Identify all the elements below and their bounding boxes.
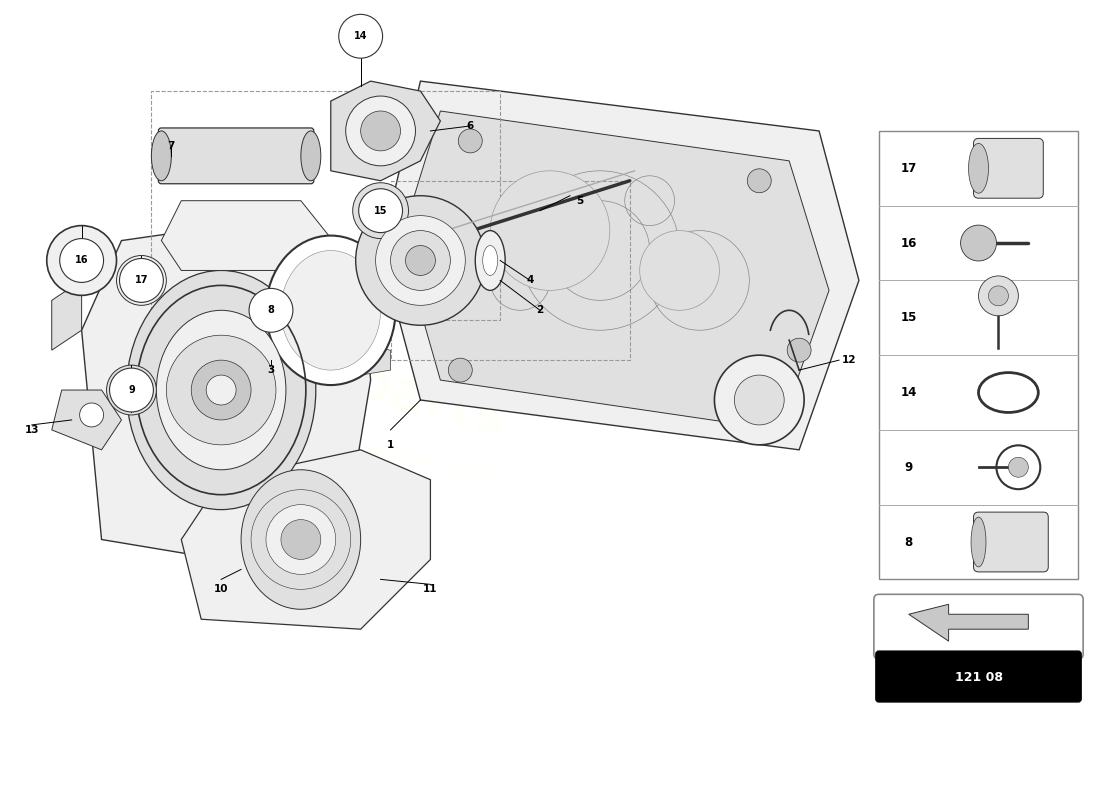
Text: 16: 16 bbox=[901, 237, 917, 250]
FancyBboxPatch shape bbox=[974, 138, 1043, 198]
Circle shape bbox=[59, 238, 103, 282]
Polygon shape bbox=[52, 390, 121, 450]
Circle shape bbox=[491, 170, 609, 290]
Ellipse shape bbox=[483, 246, 497, 275]
FancyBboxPatch shape bbox=[876, 651, 1081, 702]
Circle shape bbox=[406, 246, 436, 275]
Circle shape bbox=[353, 182, 408, 238]
Circle shape bbox=[788, 338, 811, 362]
Text: 15: 15 bbox=[374, 206, 387, 216]
Text: 17: 17 bbox=[134, 275, 148, 286]
Circle shape bbox=[355, 196, 485, 326]
Polygon shape bbox=[81, 221, 371, 570]
Circle shape bbox=[390, 230, 450, 290]
Ellipse shape bbox=[266, 235, 396, 385]
Ellipse shape bbox=[475, 230, 505, 290]
Text: 14: 14 bbox=[901, 386, 917, 399]
Text: 6: 6 bbox=[466, 121, 474, 131]
Ellipse shape bbox=[968, 143, 989, 194]
Polygon shape bbox=[400, 111, 829, 430]
Polygon shape bbox=[182, 450, 430, 630]
Text: 12: 12 bbox=[842, 355, 856, 365]
Ellipse shape bbox=[280, 250, 381, 370]
Polygon shape bbox=[381, 201, 420, 270]
Circle shape bbox=[120, 258, 163, 302]
Circle shape bbox=[359, 189, 403, 233]
Circle shape bbox=[375, 216, 465, 306]
Circle shape bbox=[714, 355, 804, 445]
Text: 9: 9 bbox=[904, 461, 913, 474]
Text: 16: 16 bbox=[75, 255, 88, 266]
Text: 1: 1 bbox=[387, 440, 394, 450]
Text: 8: 8 bbox=[904, 535, 913, 549]
Circle shape bbox=[345, 96, 416, 166]
Text: eurosparts: eurosparts bbox=[188, 314, 514, 447]
Circle shape bbox=[117, 255, 166, 306]
Ellipse shape bbox=[156, 310, 286, 470]
Text: 13: 13 bbox=[24, 425, 40, 435]
Polygon shape bbox=[361, 345, 390, 375]
Circle shape bbox=[266, 505, 336, 574]
Text: 3: 3 bbox=[267, 365, 275, 375]
FancyBboxPatch shape bbox=[873, 594, 1084, 659]
Circle shape bbox=[191, 360, 251, 420]
FancyBboxPatch shape bbox=[974, 512, 1048, 572]
Polygon shape bbox=[162, 201, 341, 270]
Circle shape bbox=[449, 358, 472, 382]
Ellipse shape bbox=[301, 131, 321, 181]
Polygon shape bbox=[909, 604, 1028, 641]
Polygon shape bbox=[331, 81, 440, 181]
Polygon shape bbox=[52, 281, 81, 350]
Circle shape bbox=[1009, 458, 1028, 478]
Polygon shape bbox=[361, 295, 390, 326]
Circle shape bbox=[361, 111, 400, 151]
Circle shape bbox=[989, 286, 1009, 306]
Circle shape bbox=[979, 276, 1019, 316]
Text: 11: 11 bbox=[424, 584, 438, 594]
Text: a passion for parts since 1985: a passion for parts since 1985 bbox=[257, 409, 504, 491]
Circle shape bbox=[206, 375, 236, 405]
Circle shape bbox=[79, 403, 103, 427]
Text: 8: 8 bbox=[267, 306, 274, 315]
Text: 5: 5 bbox=[576, 196, 583, 206]
Text: 10: 10 bbox=[213, 584, 229, 594]
Text: 4: 4 bbox=[527, 275, 534, 286]
Circle shape bbox=[339, 14, 383, 58]
Ellipse shape bbox=[971, 517, 986, 567]
Text: 17: 17 bbox=[901, 162, 917, 175]
Circle shape bbox=[640, 230, 719, 310]
FancyBboxPatch shape bbox=[158, 128, 314, 184]
Circle shape bbox=[249, 288, 293, 332]
Circle shape bbox=[110, 368, 153, 412]
Circle shape bbox=[251, 490, 351, 590]
Circle shape bbox=[459, 129, 482, 153]
Circle shape bbox=[960, 225, 997, 261]
Text: 9: 9 bbox=[128, 385, 135, 395]
Ellipse shape bbox=[126, 270, 316, 510]
Ellipse shape bbox=[241, 470, 361, 610]
Text: 15: 15 bbox=[901, 311, 917, 324]
Circle shape bbox=[365, 196, 396, 226]
Text: 14: 14 bbox=[354, 31, 367, 42]
Circle shape bbox=[107, 365, 156, 415]
Circle shape bbox=[747, 169, 771, 193]
Text: 121 08: 121 08 bbox=[955, 670, 1002, 683]
Circle shape bbox=[280, 519, 321, 559]
Ellipse shape bbox=[152, 131, 172, 181]
Text: 2: 2 bbox=[537, 306, 543, 315]
Polygon shape bbox=[381, 81, 859, 450]
Circle shape bbox=[166, 335, 276, 445]
Text: 7: 7 bbox=[167, 141, 175, 151]
Circle shape bbox=[47, 226, 117, 295]
Circle shape bbox=[735, 375, 784, 425]
